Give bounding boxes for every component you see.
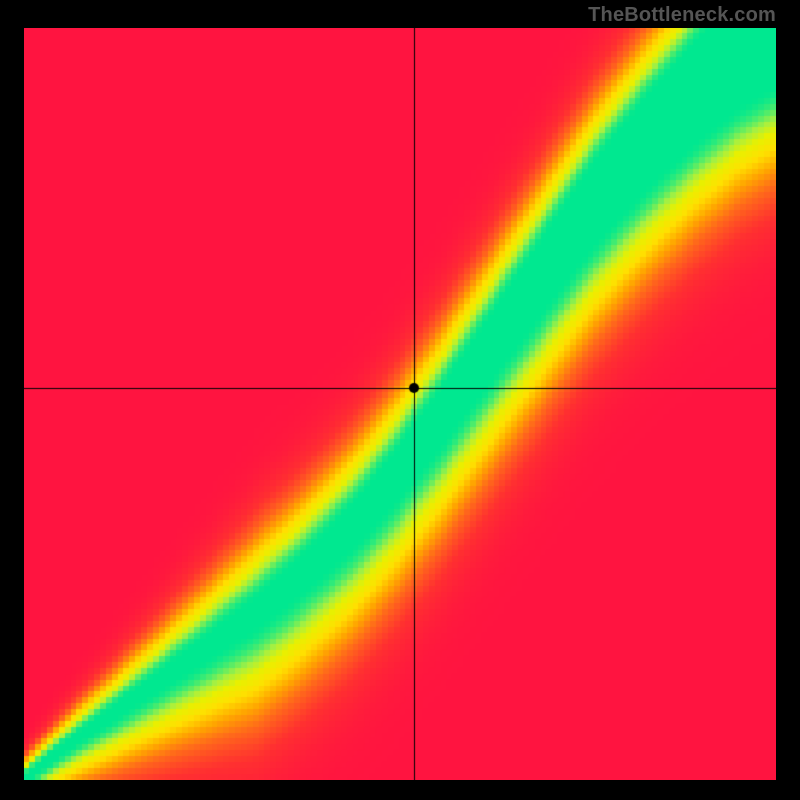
chart-container: TheBottleneck.com xyxy=(0,0,800,800)
watermark-text: TheBottleneck.com xyxy=(588,4,776,27)
heatmap-plot xyxy=(24,28,776,780)
heatmap-canvas xyxy=(24,28,776,780)
